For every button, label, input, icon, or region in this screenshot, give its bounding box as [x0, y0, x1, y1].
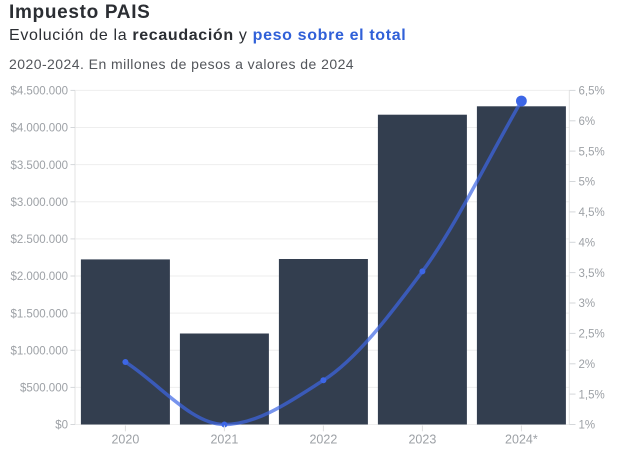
svg-text:$2.000.000: $2.000.000: [10, 271, 68, 283]
svg-text:6%: 6%: [579, 116, 596, 128]
svg-text:2,5%: 2,5%: [579, 329, 605, 341]
svg-text:$4.000.000: $4.000.000: [10, 123, 68, 135]
svg-text:5%: 5%: [579, 177, 596, 189]
svg-text:$1.500.000: $1.500.000: [10, 308, 68, 320]
svg-text:3%: 3%: [579, 298, 596, 310]
svg-text:$3.500.000: $3.500.000: [10, 160, 68, 172]
svg-text:5,5%: 5,5%: [579, 146, 605, 158]
svg-text:$500.000: $500.000: [20, 383, 68, 395]
svg-text:4%: 4%: [579, 238, 596, 250]
svg-text:6,5%: 6,5%: [579, 86, 605, 98]
svg-text:1,5%: 1,5%: [579, 389, 605, 401]
svg-text:2021: 2021: [210, 432, 238, 446]
svg-text:$0: $0: [55, 420, 68, 432]
svg-text:$3.000.000: $3.000.000: [10, 197, 68, 209]
svg-text:2%: 2%: [579, 359, 596, 371]
svg-text:1%: 1%: [579, 420, 596, 432]
svg-text:2020: 2020: [111, 432, 139, 446]
svg-text:4,5%: 4,5%: [579, 207, 605, 219]
svg-text:2023: 2023: [408, 432, 436, 446]
svg-text:$1.000.000: $1.000.000: [10, 346, 68, 358]
svg-text:$2.500.000: $2.500.000: [10, 234, 68, 246]
svg-text:$4.500.000: $4.500.000: [10, 86, 68, 98]
svg-text:2024*: 2024*: [505, 432, 538, 446]
svg-text:3,5%: 3,5%: [579, 268, 605, 280]
svg-text:2022: 2022: [309, 432, 337, 446]
